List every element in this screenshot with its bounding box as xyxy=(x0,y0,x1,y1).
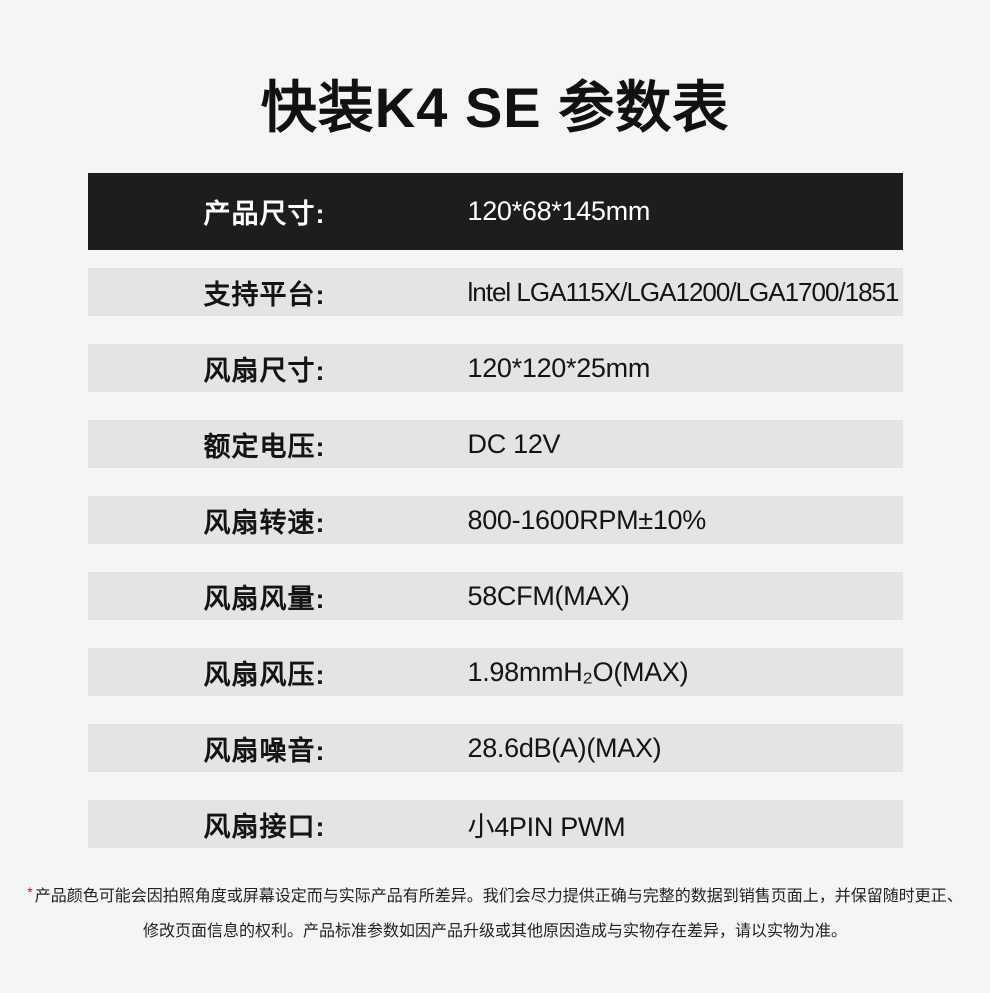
spec-table-row: 风扇噪音: 28.6dB(A)(MAX) xyxy=(87,724,903,772)
spec-table-row: 风扇转速: 800-1600RPM±10% xyxy=(87,496,903,544)
spec-table-row: 额定电压: DC 12V xyxy=(87,420,903,468)
spec-table: 产品尺寸: 120*68*145mm 支持平台: lntel LGA115X/L… xyxy=(87,173,903,848)
spec-row-label: 风扇接口: xyxy=(203,811,326,842)
spec-row-label: 风扇风压: xyxy=(203,659,326,690)
asterisk-mark: * xyxy=(27,884,33,900)
spec-row-value: 28.6dB(A)(MAX) xyxy=(467,732,662,763)
spec-row-value: lntel LGA115X/LGA1200/LGA1700/1851 xyxy=(467,276,900,307)
spec-table-row: 支持平台: lntel LGA115X/LGA1200/LGA1700/1851 xyxy=(87,268,903,316)
spec-table-row: 风扇风压: 1.98mmH₂O(MAX) xyxy=(87,648,903,696)
spec-row-label: 风扇风量: xyxy=(203,583,326,614)
disclaimer-line-2: 修改页面信息的权利。产品标准参数如因产品升级或其他原因造成与实物存在差异，请以实… xyxy=(142,923,847,940)
spec-row-value: 58CFM(MAX) xyxy=(467,580,630,611)
spec-row-label: 风扇噪音: xyxy=(203,735,326,766)
spec-row-value: 小4PIN PWM xyxy=(467,811,626,842)
page-title: 快装K4 SE 参数表 xyxy=(260,76,730,139)
spec-row-value: 120*120*25mm xyxy=(467,352,651,383)
spec-row-label: 风扇转速: xyxy=(203,507,326,538)
spec-row-value: DC 12V xyxy=(467,428,561,459)
spec-row-label: 额定电压: xyxy=(203,431,326,462)
spec-row-value: 800-1600RPM±10% xyxy=(467,504,707,535)
spec-row-label: 支持平台: xyxy=(203,279,326,310)
spec-row-label: 产品尺寸: xyxy=(203,199,326,229)
disclaimer-line-1: * 产品颜色可能会因拍照角度或屏幕设定而与实际产品有所差异。我们会尽力提供正确与完… xyxy=(0,879,990,914)
disclaimer-text-1: 产品颜色可能会因拍照角度或屏幕设定而与实际产品有所差异。我们会尽力提供正确与完整… xyxy=(34,888,963,905)
spec-table-row: 风扇尺寸: 120*120*25mm xyxy=(87,344,903,392)
spec-row-label: 风扇尺寸: xyxy=(203,355,326,386)
spec-table-row: 风扇接口: 小4PIN PWM xyxy=(87,800,903,848)
spec-row-value: 120*68*145mm xyxy=(467,196,651,226)
spec-row-value: 1.98mmH₂O(MAX) xyxy=(467,656,689,687)
spec-table-row: 风扇风量: 58CFM(MAX) xyxy=(87,572,903,620)
disclaimer: * 产品颜色可能会因拍照角度或屏幕设定而与实际产品有所差异。我们会尽力提供正确与完… xyxy=(0,879,990,949)
spec-table-row: 产品尺寸: 120*68*145mm xyxy=(87,173,903,250)
